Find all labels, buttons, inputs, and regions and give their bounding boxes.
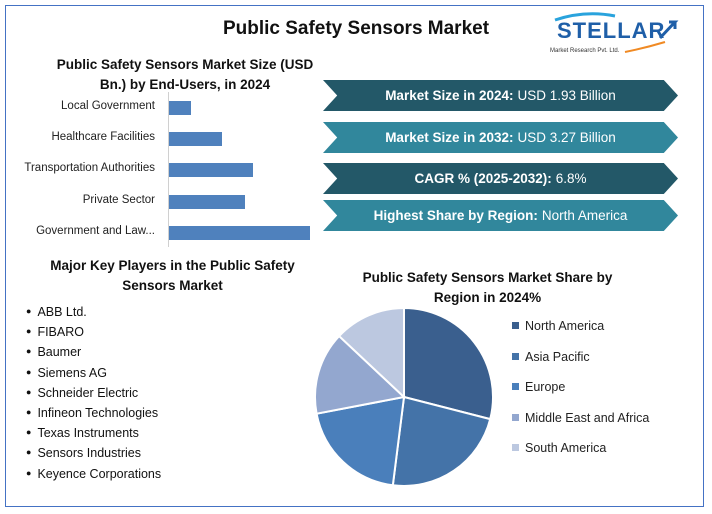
key-player-item: Schneider Electric — [26, 386, 138, 400]
banner-label: CAGR % (2025-2032): — [414, 171, 552, 186]
bar-category-label: Transportation Authorities — [24, 162, 155, 175]
legend-item: South America — [512, 441, 606, 455]
banner-value: USD 3.27 Billion — [517, 130, 616, 145]
legend-label: Middle East and Africa — [525, 410, 650, 425]
key-player-item: Sensors Industries — [26, 446, 141, 460]
legend-item: Europe — [512, 380, 565, 394]
banner-label: Highest Share by Region: — [373, 208, 538, 223]
legend-item: Middle East and Africa — [512, 411, 649, 425]
banner-cagr: CAGR % (2025-2032): 6.8% — [323, 163, 678, 194]
bar — [169, 163, 254, 178]
pie-slice — [337, 306, 405, 400]
pie-slice — [314, 334, 407, 415]
key-player-item: Keyence Corporations — [26, 467, 161, 481]
page-title: Public Safety Sensors Market — [222, 18, 490, 39]
legend-item: Asia Pacific — [512, 350, 590, 364]
banner-highest-share: Highest Share by Region: North America — [323, 200, 678, 231]
banner-label: Market Size in 2032: — [385, 130, 514, 145]
svg-text:Market Research Pvt. Ltd.: Market Research Pvt. Ltd. — [550, 48, 620, 54]
bar-category-label: Government and Law... — [36, 224, 155, 237]
key-player-item: FIBARO — [26, 325, 84, 339]
bar-category-label: Healthcare Facilities — [51, 131, 155, 144]
banner-value: North America — [541, 208, 628, 223]
key-player-item: Texas Instruments — [26, 426, 138, 440]
bar — [169, 101, 191, 115]
key-player-item: ABB Ltd. — [26, 305, 86, 319]
banner-value: 6.8% — [555, 171, 587, 186]
legend-item: North America — [512, 319, 604, 333]
legend-swatch — [512, 444, 519, 451]
legend-label: South America — [525, 441, 607, 455]
bar-category-label: Local Government — [61, 100, 155, 112]
banner-label: Market Size in 2024: — [385, 88, 514, 103]
pie-chart-title: Public Safety Sensors Market Share by Re… — [362, 270, 613, 305]
key-player-item: Baumer — [26, 345, 81, 359]
legend-swatch — [512, 352, 519, 360]
key-player-item: Siemens AG — [26, 366, 106, 380]
legend-swatch — [512, 322, 519, 329]
key-player-item: Infineon Technologies — [26, 406, 158, 420]
bar-axis — [168, 92, 169, 247]
legend-label: Europe — [525, 380, 566, 394]
legend-swatch — [512, 383, 519, 390]
key-players-title: Major Key Players in the Public Safety S… — [50, 258, 295, 293]
banner-value: USD 1.93 Billion — [517, 88, 616, 103]
legend-swatch — [512, 413, 519, 421]
banner-market-size-2032: Market Size in 2032: USD 3.27 Billion — [323, 122, 678, 153]
bar-category-label: Private Sector — [82, 193, 155, 206]
bar-chart-title: Public Safety Sensors Market Size (USD B… — [56, 57, 314, 92]
bar — [169, 194, 246, 209]
bar — [169, 225, 310, 240]
pie-slice — [403, 306, 494, 421]
bar — [169, 132, 222, 147]
frame-border — [5, 5, 704, 507]
stellar-logo: STELLAR Market Research Pvt. Ltd. — [550, 12, 679, 54]
legend-label: North America — [525, 319, 605, 333]
pie-slice — [391, 395, 492, 487]
pie-chart — [314, 306, 494, 487]
banner-market-size-2024: Market Size in 2024: USD 1.93 Billion — [323, 80, 678, 111]
svg-text:STELLAR: STELLAR — [557, 18, 665, 43]
pie-slice — [315, 395, 406, 487]
legend-label: Asia Pacific — [525, 349, 590, 364]
